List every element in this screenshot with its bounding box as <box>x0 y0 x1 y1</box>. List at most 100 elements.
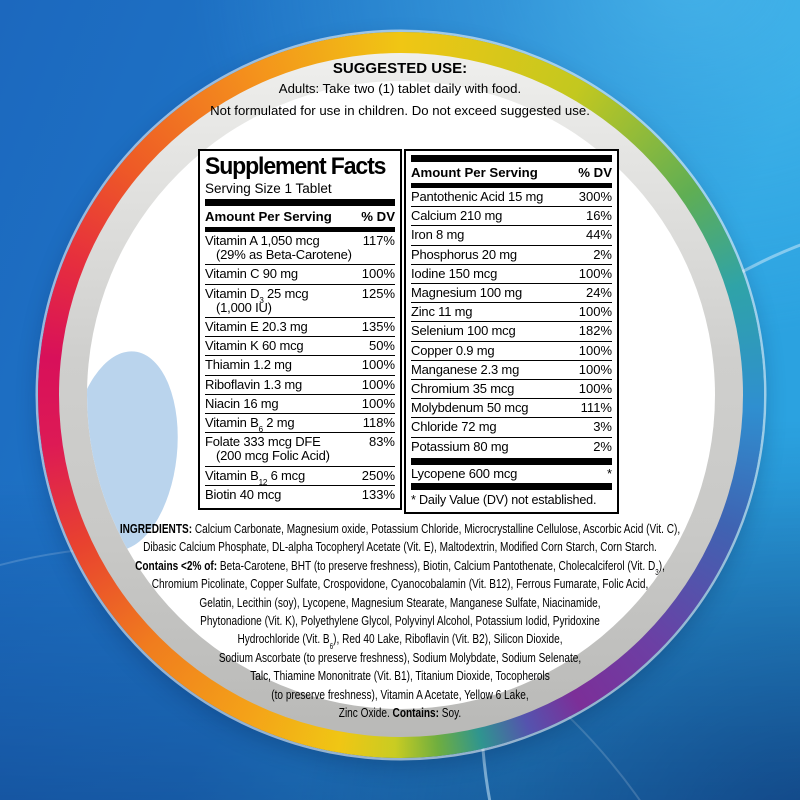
column-header-dv: % DV <box>361 209 395 224</box>
nutrient-dv: 100% <box>361 376 395 392</box>
nutrient-name: Riboflavin 1.3 mg <box>205 376 303 392</box>
nutrient-row: Vitamin B12 6 mcg 250% <box>205 465 395 487</box>
nutrient-row: Folate 333 mcg DFE 83% (200 mcg Folic Ac… <box>205 432 395 465</box>
nutrient-row: Vitamin C 90 mg 100% <box>205 264 395 283</box>
nutrient-name: Magnesium 100 mg <box>411 285 522 301</box>
nutrient-dv: * <box>606 465 612 481</box>
column-header-amount: Amount Per Serving <box>205 209 332 224</box>
dv-footnote: * Daily Value (DV) not established. <box>411 493 597 508</box>
nutrient-name: Vitamin D3 25 mcg <box>205 285 309 305</box>
nutrient-rows-left: Vitamin A 1,050 mcg 117% (29% as Beta-Ca… <box>205 231 395 504</box>
nutrient-row: Chloride 72 mg 3% <box>411 417 612 436</box>
nutrient-dv: 100% <box>361 395 395 411</box>
nutrient-subnote: (200 mcg Folic Acid) <box>216 448 330 464</box>
ingredients-line: Zinc Oxide. Contains: Soy. <box>338 706 462 721</box>
nutrient-row: Iron 8 mg 44% <box>411 225 612 244</box>
divider-bar <box>205 199 395 206</box>
nutrient-dv: 100% <box>578 342 612 358</box>
column-header-amount: Amount Per Serving <box>411 165 538 180</box>
nutrient-rows-right: Pantothenic Acid 15 mg 300% Calcium 210 … <box>411 187 612 456</box>
ingredients-line: Dibasic Calcium Phosphate, DL-alpha Toco… <box>143 540 657 555</box>
nutrient-row: Chromium 35 mcg 100% <box>411 379 612 398</box>
nutrient-dv: 250% <box>361 467 395 483</box>
suggested-use-title: SUGGESTED USE: <box>332 60 468 77</box>
nutrient-row: Copper 0.9 mg 100% <box>411 340 612 360</box>
nutrient-name: Manganese 2.3 mg <box>411 361 520 377</box>
nutrient-dv: 50% <box>368 338 395 354</box>
ingredients-line: Chromium Picolinate, Copper Sulfate, Cro… <box>151 577 649 592</box>
supplement-facts-panel-right: Amount Per Serving % DV Pantothenic Acid… <box>404 149 619 515</box>
ingredients-line: Contains <2% of: Beta-Carotene, BHT (to … <box>135 558 665 578</box>
nutrient-dv: 111% <box>580 400 612 416</box>
nutrient-name: Vitamin A 1,050 mcg <box>205 233 320 248</box>
nutrient-row: Potassium 80 mg 2% <box>411 436 612 456</box>
nutrient-dv: 100% <box>361 357 395 373</box>
ingredients-line: Gelatin, Lecithin (soy), Lycopene, Magne… <box>199 595 601 610</box>
nutrient-name: Biotin 40 mcg <box>205 486 282 502</box>
nutrient-row: Vitamin A 1,050 mcg 117% (29% as Beta-Ca… <box>205 231 395 264</box>
nutrient-name: Copper 0.9 mg <box>411 342 495 358</box>
nutrient-dv: 135% <box>361 319 395 335</box>
nutrient-name: Folate 333 mcg DFE <box>205 434 321 450</box>
nutrient-row: Manganese 2.3 mg 100% <box>411 359 612 379</box>
lycopene-section: Lycopene 600 mcg * <box>411 465 612 483</box>
nutrient-row: Vitamin D3 25 mcg 125% (1,000 IU) <box>205 283 395 317</box>
lycopene-row: Lycopene 600 mcg * <box>411 465 612 483</box>
nutrient-dv: 44% <box>585 227 612 243</box>
nutrient-dv: 100% <box>578 304 612 320</box>
column-header-row: Amount Per Serving % DV <box>411 162 612 183</box>
nutrient-row: Iodine 150 mcg 100% <box>411 263 612 283</box>
ingredients-line: INGREDIENTS: Calcium Carbonate, Magnesiu… <box>119 522 681 536</box>
nutrient-name: Vitamin K 60 mcg <box>205 338 304 354</box>
nutrient-dv: 16% <box>585 208 612 224</box>
nutrient-name: Lycopene 600 mcg <box>411 465 518 481</box>
nutrient-name: Phosphorus 20 mg <box>411 246 517 262</box>
nutrient-row: Pantothenic Acid 15 mg 300% <box>411 187 612 206</box>
nutrient-dv: 2% <box>593 246 612 262</box>
column-header-row: Amount Per Serving % DV <box>205 206 395 227</box>
nutrient-name: Niacin 16 mg <box>205 395 279 411</box>
nutrient-name: Potassium 80 mg <box>411 438 509 454</box>
nutrient-name: Iodine 150 mcg <box>411 265 498 281</box>
nutrient-dv: 133% <box>361 486 395 502</box>
nutrient-subnote: (1,000 IU) <box>216 299 272 315</box>
nutrient-dv: 100% <box>361 266 395 282</box>
nutrient-name: Thiamin 1.2 mg <box>205 357 292 373</box>
nutrient-row: Thiamin 1.2 mg 100% <box>205 355 395 374</box>
nutrient-dv: 125% <box>361 285 395 301</box>
nutrient-dv: 2% <box>593 438 612 454</box>
nutrient-name: Chloride 72 mg <box>411 419 497 435</box>
nutrient-name: Zinc 11 mg <box>411 304 473 320</box>
column-header-dv: % DV <box>578 165 612 180</box>
suggested-use-section: SUGGESTED USE: Adults: Take two (1) tabl… <box>0 59 800 121</box>
nutrient-name: Selenium 100 mcg <box>411 323 516 339</box>
suggested-use-line-2: Not formulated for use in children. Do n… <box>210 102 590 118</box>
nutrient-name: Iron 8 mg <box>411 227 465 243</box>
nutrient-row: Biotin 40 mcg 133% <box>205 484 395 504</box>
nutrient-dv: 100% <box>578 265 612 281</box>
serving-size: Serving Size 1 Tablet <box>205 181 332 196</box>
supplement-facts-title: Supplement Facts <box>205 153 386 180</box>
nutrient-row: Magnesium 100 mg 24% <box>411 283 612 302</box>
nutrient-row: Vitamin B6 2 mg 118% <box>205 413 395 435</box>
nutrient-dv: 3% <box>593 419 612 435</box>
nutrient-name: Molybdenum 50 mcg <box>411 400 529 416</box>
nutrient-row: Molybdenum 50 mcg 111% <box>411 398 612 417</box>
nutrient-row: Selenium 100 mcg 182% <box>411 321 612 340</box>
ingredients-line: Phytonadione (Vit. K), Polyethylene Glyc… <box>200 614 600 629</box>
nutrient-dv: 182% <box>578 323 612 339</box>
nutrient-name: Vitamin B6 2 mg <box>205 415 295 435</box>
nutrient-name: Vitamin E 20.3 mg <box>205 319 308 335</box>
nutrient-dv: 117% <box>362 233 395 248</box>
nutrient-subnote: (29% as Beta-Carotene) <box>216 247 352 263</box>
nutrient-row: Vitamin K 60 mcg 50% <box>205 336 395 355</box>
nutrient-dv: 118% <box>362 415 395 431</box>
nutrient-name: Chromium 35 mcg <box>411 381 515 397</box>
nutrient-row: Niacin 16 mg 100% <box>205 393 395 413</box>
nutrient-dv: 83% <box>368 434 395 450</box>
nutrient-name: Calcium 210 mg <box>411 208 503 224</box>
nutrient-row: Calcium 210 mg 16% <box>411 206 612 225</box>
nutrient-dv: 24% <box>585 285 612 301</box>
